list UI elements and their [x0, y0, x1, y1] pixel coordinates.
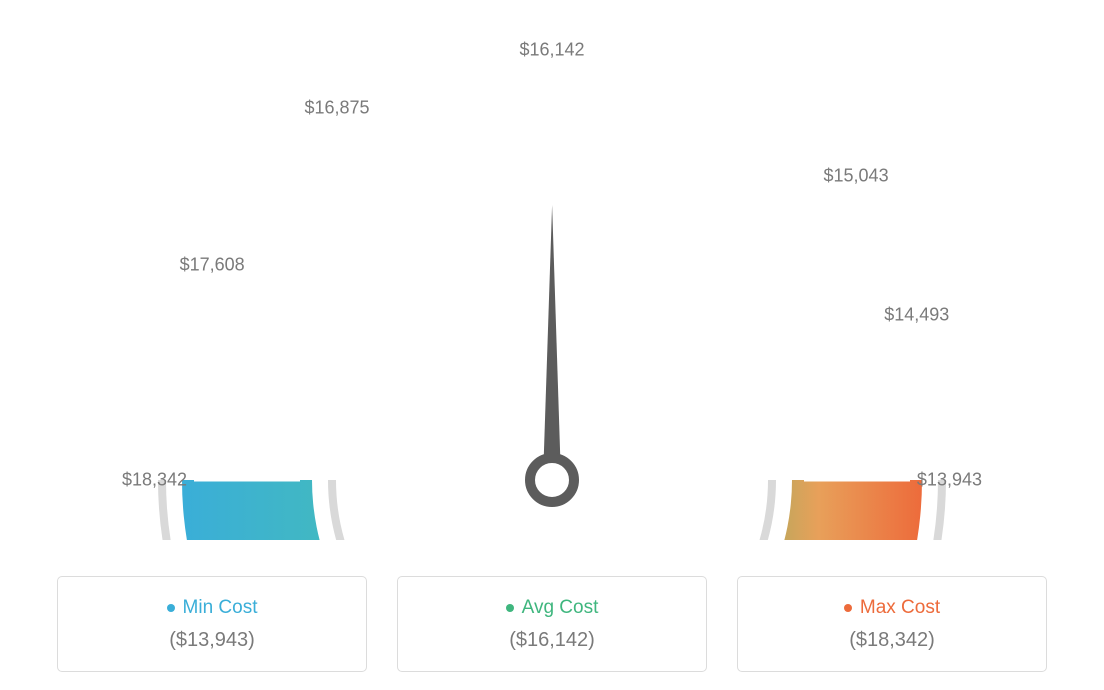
legend-card-avg: Avg Cost ($16,142) [397, 576, 707, 672]
legend-label-max: Max Cost [860, 597, 940, 619]
legend-row: Min Cost ($13,943) Avg Cost ($16,142) Ma… [57, 576, 1047, 672]
legend-title-avg: Avg Cost [506, 597, 599, 619]
gauge-tick-label: $14,493 [884, 305, 949, 326]
gauge-tick-label: $16,875 [304, 97, 369, 118]
gauge-needle [530, 205, 574, 502]
gauge-tick-label: $16,142 [519, 40, 584, 61]
gauge-tick-label: $18,342 [122, 470, 187, 491]
gauge-svg [102, 40, 1002, 540]
gauge-tick-label: $13,943 [917, 470, 982, 491]
legend-card-min: Min Cost ($13,943) [57, 576, 367, 672]
legend-title-max: Max Cost [844, 597, 940, 619]
legend-card-max: Max Cost ($18,342) [737, 576, 1047, 672]
gauge-chart: $13,943 $14,493 $15,043 $16,142 $16,875 $17,6… [102, 40, 1002, 540]
legend-value-min: ($13,943) [169, 629, 255, 652]
legend-label-min: Min Cost [183, 597, 258, 619]
chart-container: $13,943 $14,493 $15,043 $16,142 $16,875 $17,6… [0, 0, 1104, 690]
gauge-tick-label: $17,608 [180, 255, 245, 276]
legend-label-avg: Avg Cost [522, 597, 599, 619]
legend-value-avg: ($16,142) [509, 629, 595, 652]
dot-icon [506, 604, 514, 612]
dot-icon [167, 604, 175, 612]
dot-icon [844, 604, 852, 612]
legend-value-max: ($18,342) [849, 629, 935, 652]
gauge-tick-label: $15,043 [824, 165, 889, 186]
legend-title-min: Min Cost [167, 597, 258, 619]
